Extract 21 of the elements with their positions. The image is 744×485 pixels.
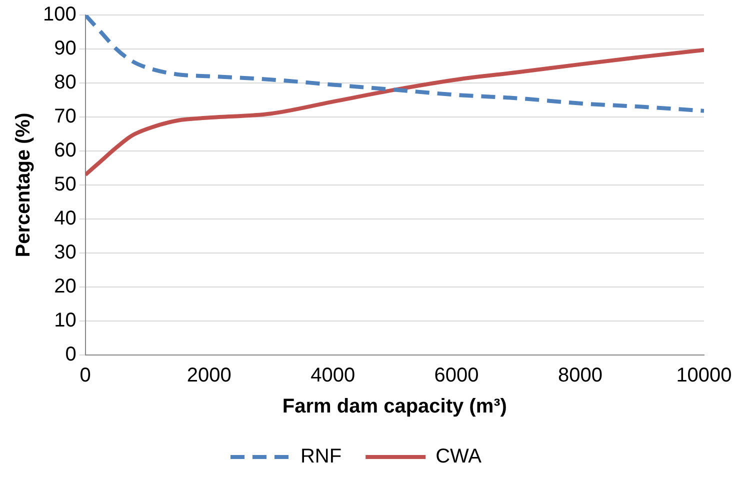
y-tick-label: 40 bbox=[54, 208, 76, 230]
x-tick-label: 10000 bbox=[676, 364, 732, 387]
y-tick-label: 20 bbox=[54, 276, 76, 298]
y-tick-label: 30 bbox=[54, 242, 76, 264]
x-axis-title: Farm dam capacity (m³) bbox=[282, 396, 507, 418]
y-tick-label: 80 bbox=[54, 72, 76, 94]
y-tick-label: 0 bbox=[65, 344, 76, 366]
x-tick-label: 4000 bbox=[310, 364, 356, 387]
y-axis-title: Percentage (%) bbox=[12, 112, 35, 258]
x-tick-label: 0 bbox=[80, 364, 91, 387]
y-tick-label: 10 bbox=[54, 310, 76, 332]
y-tick-label: 60 bbox=[54, 140, 76, 162]
y-tick-label: 50 bbox=[54, 174, 76, 196]
y-tick-label: 90 bbox=[54, 38, 76, 60]
legend-label: CWA bbox=[436, 446, 482, 468]
y-tick-label: 100 bbox=[42, 4, 76, 26]
x-tick-label: 6000 bbox=[434, 364, 479, 387]
x-tick-label: 2000 bbox=[186, 364, 232, 387]
y-tick-label: 70 bbox=[54, 106, 76, 128]
legend-label: RNF bbox=[300, 446, 342, 468]
x-tick-label: 8000 bbox=[558, 364, 603, 387]
